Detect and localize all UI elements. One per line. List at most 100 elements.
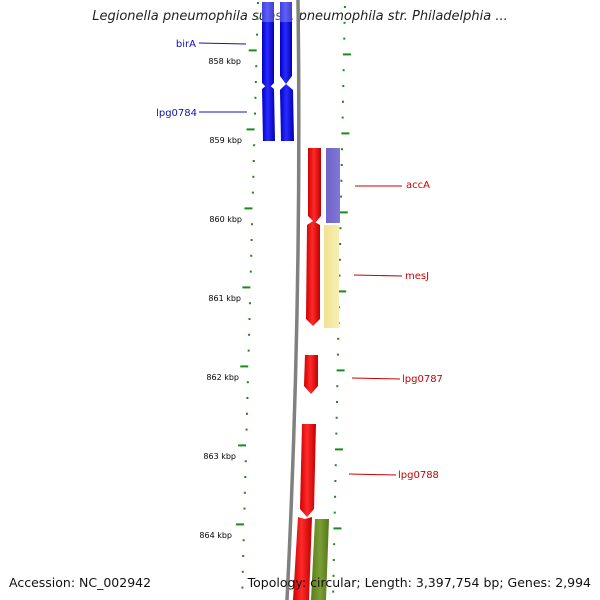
gene-label-lpg0787[interactable]: lpg0787	[402, 374, 443, 385]
outer-minor-tick	[335, 432, 338, 435]
blue-gene-sheen	[262, 2, 292, 22]
outer-minor-tick	[332, 574, 335, 577]
outer-minor-tick	[335, 416, 338, 419]
outer-minor-tick	[337, 337, 340, 340]
inner-minor-tick	[243, 507, 246, 510]
scale-label-862: 862 kbp	[206, 373, 239, 382]
gene-mesJ-arrow[interactable]	[306, 221, 320, 326]
outer-minor-tick	[340, 195, 343, 198]
scale-label-858: 858 kbp	[208, 57, 241, 66]
outer-minor-tick	[339, 227, 342, 230]
outer-minor-tick	[332, 559, 335, 561]
gene-next-arrow[interactable]	[293, 517, 312, 600]
inner-major-tick	[238, 444, 247, 447]
inner-minor-tick	[246, 381, 249, 384]
outer-minor-tick	[339, 243, 342, 245]
inner-minor-tick	[252, 160, 255, 162]
category-bar-accA	[326, 148, 340, 223]
inner-minor-tick	[241, 570, 244, 573]
outer-minor-tick	[341, 100, 344, 103]
inner-minor-tick	[243, 491, 246, 494]
inner-minor-tick	[248, 318, 251, 320]
gene-label-mesJ[interactable]: mesJ	[405, 271, 429, 282]
scale-label-863: 863 kbp	[203, 452, 236, 461]
inner-major-tick	[242, 286, 251, 289]
inner-minor-tick	[247, 349, 250, 352]
outer-minor-tick	[338, 274, 341, 277]
category-bar-mesJ	[324, 225, 339, 328]
inner-minor-tick	[248, 302, 251, 305]
inner-major-tick	[236, 523, 245, 526]
outer-minor-tick	[333, 511, 336, 514]
outer-minor-tick	[343, 21, 346, 24]
gene-lpg0784-feature[interactable]	[262, 84, 294, 141]
inner-minor-tick	[245, 428, 248, 431]
outer-minor-tick	[342, 85, 345, 87]
outer-major-tick	[341, 132, 350, 135]
inner-minor-tick	[254, 96, 257, 99]
gene-label-lpg0784[interactable]: lpg0784	[156, 108, 197, 119]
topology-text: Topology: circular; Length: 3,397,754 bp…	[247, 575, 591, 590]
gene-label-lpg0788[interactable]: lpg0788	[398, 470, 439, 481]
inner-minor-tick	[253, 112, 256, 115]
outer-minor-tick	[341, 116, 344, 119]
outer-minor-tick	[335, 401, 338, 403]
inner-major-tick	[244, 207, 253, 210]
leader-birA	[198, 42, 247, 45]
inner-minor-tick	[253, 144, 256, 147]
inner-minor-tick	[246, 397, 249, 399]
inner-minor-tick	[251, 191, 254, 194]
outer-minor-tick	[333, 543, 336, 546]
leader-lpg0788	[348, 473, 397, 476]
inner-scale-ticks	[236, 2, 259, 589]
outer-major-tick	[335, 448, 344, 451]
inner-minor-tick	[242, 555, 245, 557]
outer-minor-tick	[332, 590, 335, 593]
inner-minor-tick	[250, 239, 253, 241]
outer-major-tick	[342, 53, 351, 56]
inner-minor-tick	[244, 460, 247, 463]
outer-major-tick	[339, 211, 348, 214]
outer-minor-tick	[342, 69, 345, 72]
inner-minor-tick	[256, 33, 259, 36]
inner-minor-tick	[244, 476, 247, 478]
genome-title: Legionella pneumophila subsp. pneumophil…	[92, 9, 508, 24]
gene-accA-arrow[interactable]	[308, 148, 321, 223]
leader-lpg0787	[351, 377, 401, 380]
inner-minor-tick	[256, 2, 259, 4]
outer-minor-tick	[334, 495, 337, 498]
outer-major-tick	[338, 290, 347, 293]
outer-minor-tick	[341, 148, 344, 151]
gene-birA-feature[interactable]	[262, 2, 292, 89]
inner-major-tick	[240, 365, 249, 368]
inner-major-tick	[246, 128, 255, 131]
leader-mesJ	[353, 274, 403, 277]
accession-text: Accession: NC_002942	[9, 575, 152, 590]
outer-minor-tick	[336, 353, 339, 356]
outer-major-tick	[333, 527, 342, 530]
inner-minor-tick	[242, 539, 245, 542]
backbone-arc	[285, 0, 301, 600]
gene-lpg0788-arrow[interactable]	[300, 424, 316, 517]
inner-minor-tick	[250, 254, 253, 257]
scale-label-860: 860 kbp	[209, 215, 242, 224]
inner-major-tick	[248, 49, 257, 52]
inner-minor-tick	[255, 65, 258, 68]
outer-minor-tick	[343, 37, 346, 40]
outer-minor-tick	[336, 385, 339, 388]
outer-minor-tick	[334, 480, 337, 482]
gene-label-birA[interactable]: birA	[176, 39, 196, 50]
inner-minor-tick	[251, 223, 254, 226]
outer-minor-tick	[340, 179, 343, 182]
inner-minor-tick	[254, 81, 257, 83]
scale-label-859: 859 kbp	[209, 136, 242, 145]
inner-minor-tick	[252, 175, 255, 178]
category-bar-next	[311, 519, 329, 600]
gene-lpg0787-arrow[interactable]	[304, 355, 318, 394]
outer-minor-tick	[343, 6, 346, 8]
outer-minor-tick	[334, 464, 337, 467]
gene-label-accA[interactable]: accA	[406, 180, 430, 191]
outer-major-tick	[336, 369, 345, 372]
inner-minor-tick	[241, 586, 244, 589]
